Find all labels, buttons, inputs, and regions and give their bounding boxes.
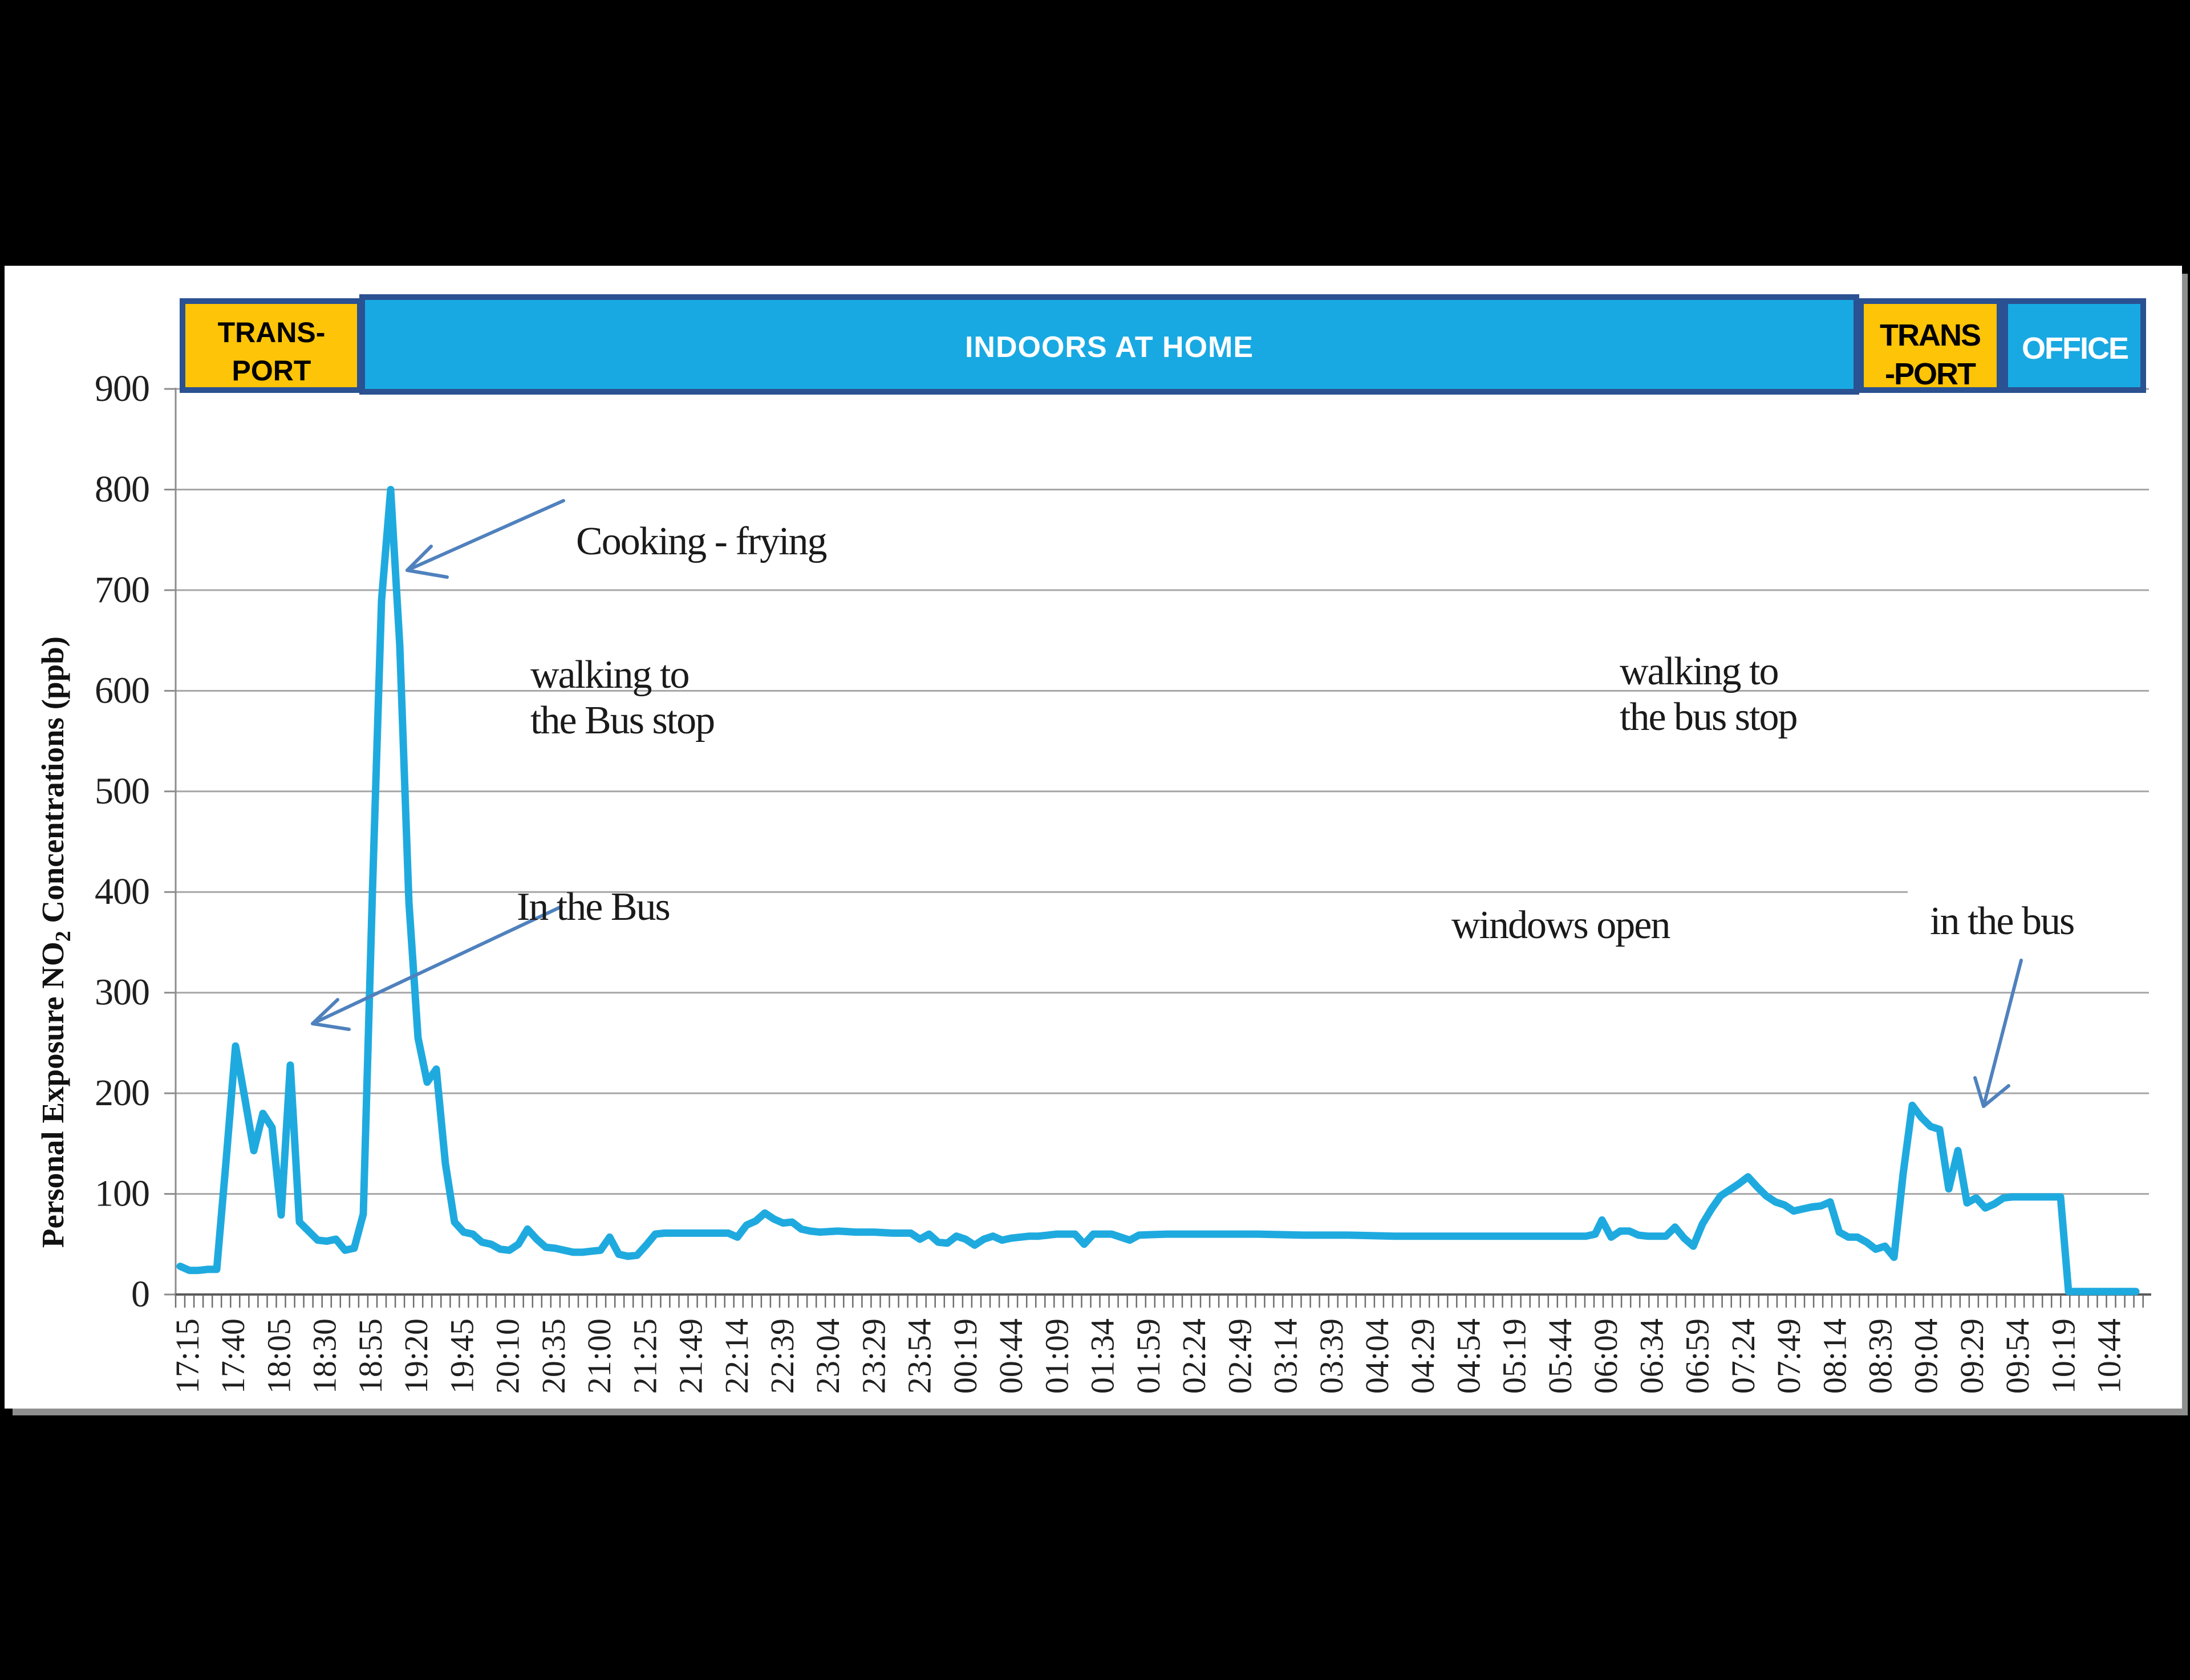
svg-text:23:04: 23:04	[809, 1318, 846, 1394]
svg-text:05:19: 05:19	[1496, 1318, 1533, 1394]
svg-text:Personal Exposure NO2 Concentr: Personal Exposure NO2 Concentrations (pp…	[35, 636, 75, 1248]
svg-text:21:25: 21:25	[626, 1318, 663, 1394]
svg-text:900: 900	[95, 368, 149, 409]
svg-text:21:49: 21:49	[672, 1318, 709, 1394]
svg-text:09:04: 09:04	[1908, 1318, 1945, 1394]
svg-text:600: 600	[95, 669, 149, 711]
svg-text:22:39: 22:39	[764, 1318, 801, 1394]
svg-text:19:20: 19:20	[398, 1318, 435, 1394]
svg-text:200: 200	[95, 1072, 149, 1114]
svg-text:02:24: 02:24	[1175, 1318, 1212, 1394]
svg-text:TRANS: TRANS	[1880, 318, 1980, 352]
svg-text:08:39: 08:39	[1862, 1318, 1899, 1394]
svg-text:500: 500	[95, 770, 149, 812]
svg-text:07:24: 07:24	[1725, 1318, 1762, 1394]
svg-text:22:14: 22:14	[718, 1318, 755, 1394]
svg-text:Cooking - frying: Cooking - frying	[576, 520, 827, 563]
svg-text:06:59: 06:59	[1679, 1318, 1716, 1394]
svg-text:In the Bus: In the Bus	[517, 885, 670, 929]
svg-text:20:10: 20:10	[489, 1318, 526, 1394]
svg-text:walking to: walking to	[1620, 650, 1778, 693]
svg-text:TRANS-: TRANS-	[218, 316, 326, 348]
svg-text:23:29: 23:29	[855, 1318, 893, 1394]
svg-text:PORT: PORT	[232, 355, 311, 387]
svg-text:00:19: 00:19	[947, 1318, 984, 1394]
svg-text:-PORT: -PORT	[1885, 357, 1976, 391]
svg-text:07:49: 07:49	[1770, 1318, 1807, 1394]
svg-text:03:14: 03:14	[1267, 1318, 1304, 1394]
svg-text:05:44: 05:44	[1542, 1318, 1579, 1394]
svg-text:19:45: 19:45	[443, 1318, 480, 1394]
svg-text:in the bus: in the bus	[1930, 899, 2074, 943]
svg-text:21:00: 21:00	[581, 1318, 618, 1394]
svg-text:08:14: 08:14	[1816, 1318, 1853, 1394]
svg-text:INDOORS AT HOME: INDOORS AT HOME	[965, 331, 1254, 364]
svg-text:walking to: walking to	[530, 653, 688, 697]
svg-text:23:54: 23:54	[901, 1318, 938, 1394]
svg-text:09:54: 09:54	[1999, 1318, 2036, 1394]
svg-text:the Bus stop: the Bus stop	[530, 699, 714, 742]
svg-text:18:05: 18:05	[261, 1318, 298, 1394]
svg-text:06:09: 06:09	[1587, 1318, 1624, 1394]
svg-text:10:44: 10:44	[2091, 1318, 2128, 1394]
svg-text:OFFICE: OFFICE	[2022, 331, 2128, 366]
svg-text:04:29: 04:29	[1404, 1318, 1441, 1394]
svg-text:17:40: 17:40	[214, 1318, 252, 1394]
svg-text:03:39: 03:39	[1313, 1318, 1350, 1394]
svg-text:01:09: 01:09	[1038, 1318, 1075, 1394]
svg-text:windows open: windows open	[1451, 903, 1670, 947]
svg-text:00:44: 00:44	[992, 1318, 1029, 1394]
svg-text:04:54: 04:54	[1450, 1318, 1487, 1394]
svg-text:04:04: 04:04	[1358, 1318, 1396, 1394]
svg-text:17:15: 17:15	[169, 1318, 206, 1394]
svg-text:400: 400	[95, 871, 149, 912]
svg-text:18:30: 18:30	[306, 1318, 343, 1394]
svg-text:20:35: 20:35	[535, 1318, 572, 1394]
svg-text:06:34: 06:34	[1633, 1318, 1670, 1394]
svg-text:09:29: 09:29	[1953, 1318, 1990, 1394]
svg-text:700: 700	[95, 569, 149, 611]
svg-text:01:34: 01:34	[1084, 1318, 1121, 1394]
svg-text:the bus stop: the bus stop	[1620, 695, 1796, 739]
svg-text:800: 800	[95, 469, 149, 510]
svg-text:10:19: 10:19	[2045, 1318, 2082, 1394]
svg-text:18:55: 18:55	[352, 1318, 389, 1394]
svg-text:02:49: 02:49	[1221, 1318, 1258, 1394]
svg-text:0: 0	[131, 1273, 149, 1315]
svg-text:01:59: 01:59	[1130, 1318, 1167, 1394]
svg-text:100: 100	[95, 1173, 149, 1215]
svg-text:300: 300	[95, 972, 149, 1013]
